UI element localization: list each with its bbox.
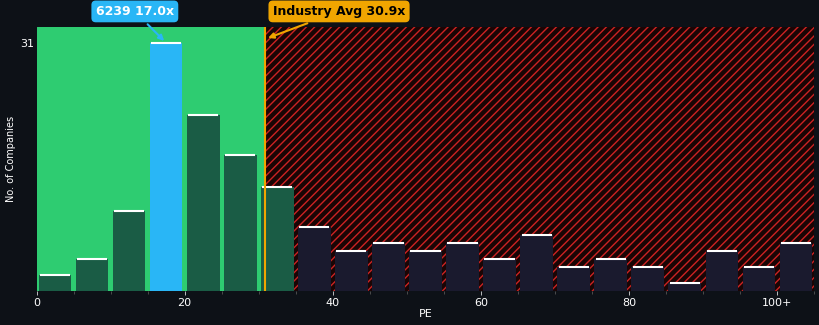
Bar (187, 115, 219, 291)
Bar (482, 259, 515, 291)
Bar (75, 259, 108, 291)
Bar (297, 227, 330, 291)
Bar (742, 267, 774, 291)
Bar (520, 235, 552, 291)
Bar (557, 267, 589, 291)
Bar (779, 243, 812, 291)
Bar (224, 155, 256, 291)
Bar (37, 27, 265, 291)
Bar (372, 243, 405, 291)
Text: Industry Avg 30.9x: Industry Avg 30.9x (270, 5, 405, 38)
Bar (704, 251, 737, 291)
Bar (150, 43, 183, 291)
Bar (265, 27, 813, 291)
Bar (631, 267, 663, 291)
Bar (265, 27, 813, 291)
Bar (113, 211, 145, 291)
Bar (409, 251, 441, 291)
Bar (446, 243, 478, 291)
Bar (38, 275, 71, 291)
Bar (335, 251, 367, 291)
Bar (667, 283, 700, 291)
X-axis label: PE: PE (418, 309, 432, 319)
Text: 6239 17.0x: 6239 17.0x (96, 5, 174, 39)
Y-axis label: No. of Companies: No. of Companies (6, 116, 16, 202)
Bar (594, 259, 627, 291)
Bar (260, 187, 293, 291)
